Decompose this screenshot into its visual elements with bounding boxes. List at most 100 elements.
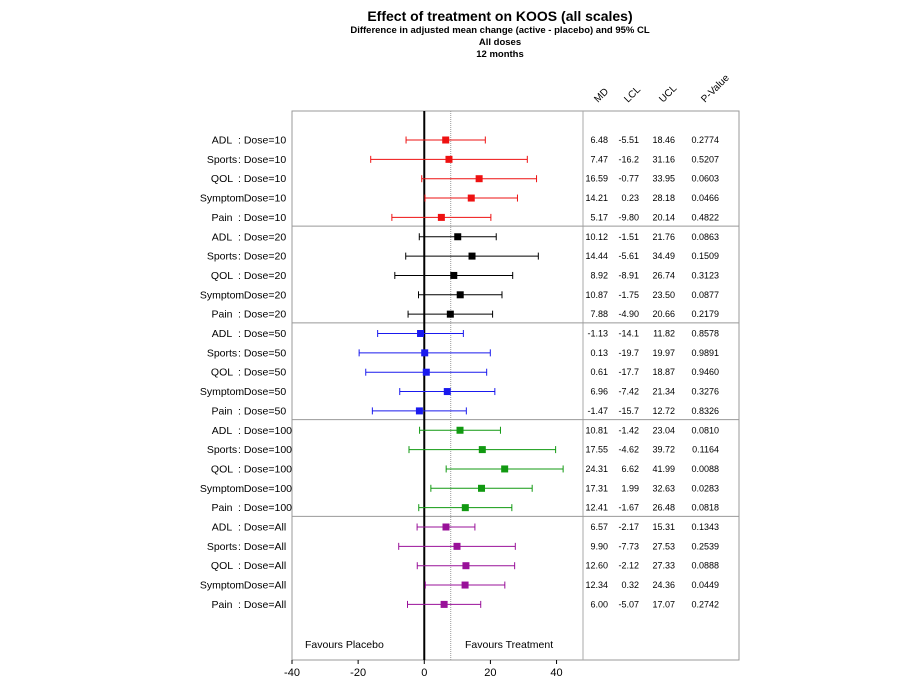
lcl-value: -5.07 xyxy=(618,599,639,609)
p-value: 0.0603 xyxy=(691,174,719,184)
row-dose-label: : Dose=100 xyxy=(238,425,292,437)
row-scale-label: Sports xyxy=(207,154,237,166)
column-header-md: MD xyxy=(592,86,611,105)
row-scale-label: QOL xyxy=(211,463,233,475)
chart-subtitle-1: Difference in adjusted mean change (acti… xyxy=(350,25,650,36)
row-scale-label: Symptom xyxy=(200,483,245,495)
x-tick-label: 40 xyxy=(550,667,562,679)
p-value: 0.0863 xyxy=(691,232,719,242)
point-estimate xyxy=(440,600,448,608)
row-dose-label: : Dose=20 xyxy=(238,309,286,321)
point-estimate xyxy=(478,484,486,492)
ucl-value: 23.04 xyxy=(652,425,675,435)
ucl-value: 18.87 xyxy=(652,367,675,377)
row-dose-label: : Dose=All xyxy=(238,599,286,611)
x-tick-label: 0 xyxy=(421,667,427,679)
p-value: 0.0888 xyxy=(691,561,719,571)
point-estimate xyxy=(453,542,461,550)
x-tick-label: -20 xyxy=(350,667,366,679)
md-value: 10.81 xyxy=(585,425,608,435)
point-estimate xyxy=(421,349,429,357)
md-value: -1.47 xyxy=(587,406,608,416)
row-dose-label: : Dose=100 xyxy=(238,444,292,456)
p-value: 0.8326 xyxy=(691,406,719,416)
md-value: 7.88 xyxy=(590,309,608,319)
row-dose-label: : Dose=20 xyxy=(238,289,286,301)
lcl-value: -14.1 xyxy=(618,329,639,339)
lcl-value: -1.75 xyxy=(618,290,639,300)
lcl-value: -7.42 xyxy=(618,387,639,397)
ucl-value: 12.72 xyxy=(652,406,675,416)
p-value: 0.0088 xyxy=(691,464,719,474)
point-estimate xyxy=(450,271,458,279)
row-scale-label: Pain xyxy=(211,502,232,514)
lcl-value: 1.99 xyxy=(621,483,639,493)
p-value: 0.0877 xyxy=(691,290,719,300)
point-estimate xyxy=(443,388,451,396)
row-scale-label: Pain xyxy=(211,309,232,321)
point-estimate xyxy=(456,291,464,299)
md-value: 24.31 xyxy=(585,464,608,474)
p-value: 0.2539 xyxy=(691,541,719,551)
md-value: 7.47 xyxy=(590,154,608,164)
ucl-value: 41.99 xyxy=(652,464,675,474)
lcl-value: -5.61 xyxy=(618,251,639,261)
x-tick-label: -40 xyxy=(284,667,300,679)
ucl-value: 20.66 xyxy=(652,309,675,319)
row-dose-label: : Dose=50 xyxy=(238,347,286,359)
lcl-value: -4.90 xyxy=(618,309,639,319)
ucl-value: 32.63 xyxy=(652,483,675,493)
md-value: 6.00 xyxy=(590,599,608,609)
row-dose-label: : Dose=20 xyxy=(238,251,286,263)
p-value: 0.0810 xyxy=(691,425,719,435)
row-dose-label: : Dose=10 xyxy=(238,193,286,205)
p-value: 0.5207 xyxy=(691,154,719,164)
point-estimate xyxy=(442,523,450,531)
point-estimate xyxy=(475,175,483,183)
column-header-pvalue: P-Value xyxy=(699,72,732,105)
lcl-value: -1.51 xyxy=(618,232,639,242)
md-value: 10.12 xyxy=(585,232,608,242)
lcl-value: -9.80 xyxy=(618,212,639,222)
lcl-value: -8.91 xyxy=(618,270,639,280)
lcl-value: -17.7 xyxy=(618,367,639,377)
lcl-value: 0.23 xyxy=(621,193,639,203)
row-scale-label: ADL xyxy=(212,522,233,534)
row-scale-label: QOL xyxy=(211,560,233,572)
ucl-value: 15.31 xyxy=(652,522,675,532)
row-dose-label: : Dose=100 xyxy=(238,502,292,514)
row-dose-label: : Dose=20 xyxy=(238,231,286,243)
point-estimate xyxy=(445,155,453,163)
md-value: 10.87 xyxy=(585,290,608,300)
md-value: -1.13 xyxy=(587,329,608,339)
row-dose-label: : Dose=All xyxy=(238,522,286,534)
lcl-value: -7.73 xyxy=(618,541,639,551)
row-scale-label: ADL xyxy=(212,328,233,340)
point-estimate xyxy=(468,252,476,260)
row-dose-label: : Dose=All xyxy=(238,560,286,572)
point-estimate xyxy=(456,426,464,434)
lcl-value: -16.2 xyxy=(618,154,639,164)
ucl-value: 27.53 xyxy=(652,541,675,551)
ucl-value: 17.07 xyxy=(652,599,675,609)
ucl-value: 34.49 xyxy=(652,251,675,261)
row-scale-label: ADL xyxy=(212,231,233,243)
row-scale-label: Sports xyxy=(207,347,237,359)
point-estimate xyxy=(461,581,469,589)
row-dose-label: : Dose=50 xyxy=(238,386,286,398)
row-scale-label: Pain xyxy=(211,212,232,224)
row-scale-label: Sports xyxy=(207,251,237,263)
ucl-value: 21.76 xyxy=(652,232,675,242)
point-estimate xyxy=(437,213,445,221)
p-value: 0.1343 xyxy=(691,522,719,532)
row-dose-label: : Dose=All xyxy=(238,580,286,592)
chart-titles: Effect of treatment on KOOS (all scales)… xyxy=(300,8,700,61)
point-estimate xyxy=(462,562,470,570)
chart-title: Effect of treatment on KOOS (all scales) xyxy=(367,8,633,24)
row-dose-label: : Dose=50 xyxy=(238,328,286,340)
lcl-value: 0.32 xyxy=(621,580,639,590)
ucl-value: 26.74 xyxy=(652,270,675,280)
md-value: 8.92 xyxy=(590,270,608,280)
ucl-value: 33.95 xyxy=(652,174,675,184)
plot-frame xyxy=(291,110,740,661)
